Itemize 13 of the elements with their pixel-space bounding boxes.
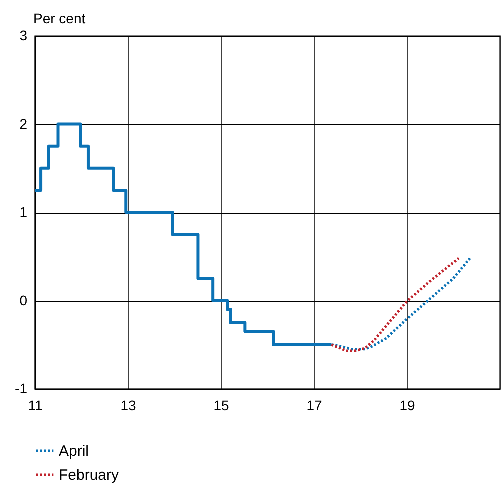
y-tick-label: 1	[20, 204, 28, 220]
y-tick-label: 3	[20, 28, 28, 44]
legend-label: April	[59, 443, 90, 460]
legend-label: February	[59, 467, 120, 484]
y-tick-label: -1	[15, 380, 28, 396]
y-axis-title: Per cent	[34, 10, 86, 26]
x-tick-label: 11	[28, 398, 43, 414]
x-tick-label: 17	[306, 398, 322, 414]
x-tick-label: 13	[120, 398, 136, 414]
x-tick-label: 19	[400, 398, 416, 414]
y-tick-label: 2	[20, 116, 28, 132]
x-tick-label: 15	[214, 398, 230, 414]
y-tick-label: 0	[20, 292, 28, 308]
